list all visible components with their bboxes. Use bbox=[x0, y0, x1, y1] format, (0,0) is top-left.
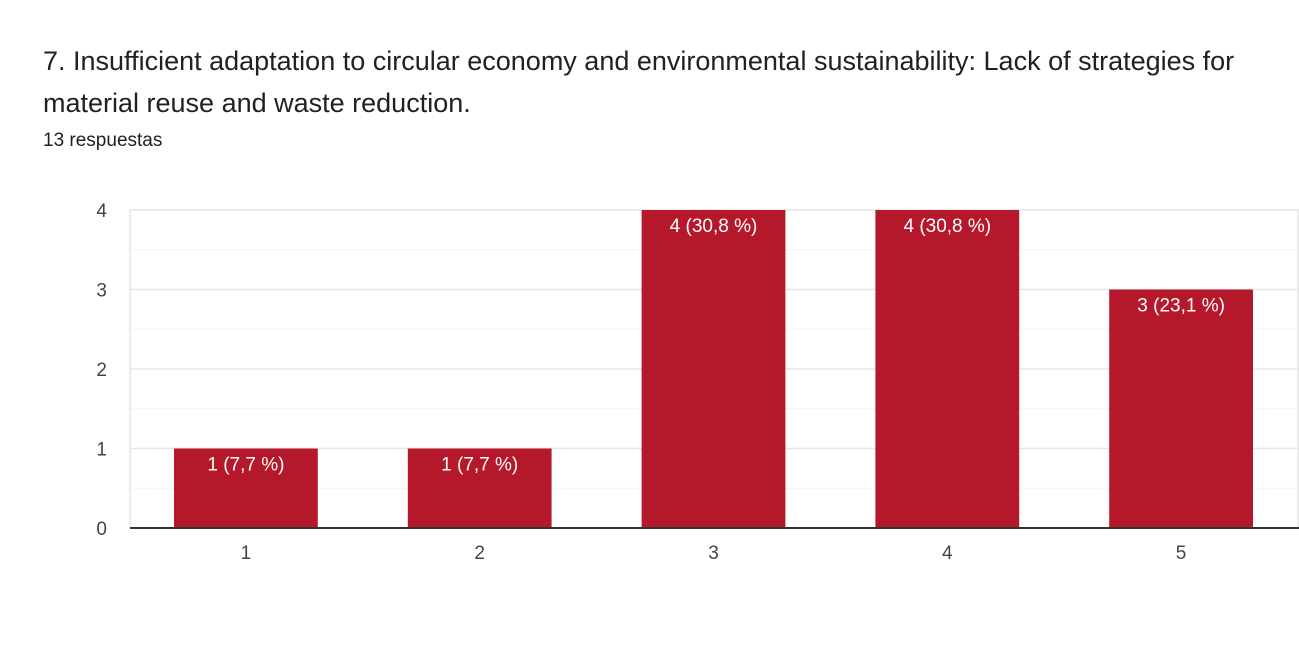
response-count: 13 respuestas bbox=[43, 130, 163, 151]
bar-data-label: 3 (23,1 %) bbox=[1137, 296, 1225, 317]
y-tick-label: 3 bbox=[96, 281, 107, 302]
bar bbox=[1109, 289, 1253, 528]
bar-data-label: 1 (7,7 %) bbox=[441, 455, 518, 476]
bar bbox=[875, 210, 1020, 528]
y-tick-label: 2 bbox=[96, 360, 107, 381]
y-tick-label: 0 bbox=[96, 519, 107, 540]
bar bbox=[641, 210, 786, 528]
bar-data-label: 1 (7,7 %) bbox=[207, 455, 284, 476]
bar-data-label: 4 (30,8 %) bbox=[903, 216, 991, 237]
bar bbox=[407, 448, 552, 528]
x-tick-label: 3 bbox=[708, 543, 719, 564]
x-tick-label: 5 bbox=[1176, 543, 1187, 564]
x-tick-label: 2 bbox=[474, 543, 485, 564]
x-tick-label: 1 bbox=[241, 543, 252, 564]
y-tick-label: 4 bbox=[96, 201, 107, 222]
x-tick-label: 4 bbox=[942, 543, 953, 564]
y-tick-label: 1 bbox=[96, 440, 107, 461]
chart-title: 7. Insufficient adaptation to circular e… bbox=[43, 46, 1235, 118]
bar-data-label: 4 (30,8 %) bbox=[670, 216, 758, 237]
bar bbox=[174, 448, 318, 528]
